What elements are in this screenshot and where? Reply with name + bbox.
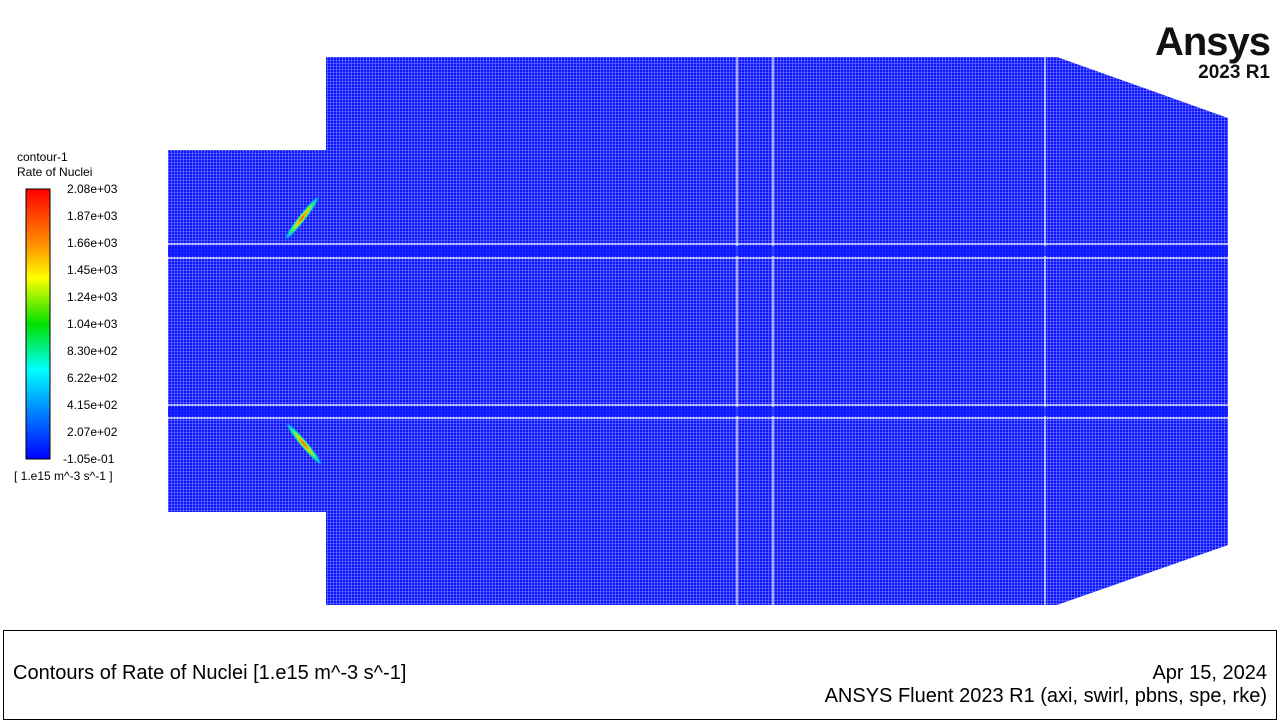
ansys-logo: Ansys 2023 R1 bbox=[1154, 20, 1271, 84]
colorbar-tick-label: -1.05e-01 bbox=[63, 452, 115, 466]
colorbar-tick-label: 6.22e+02 bbox=[67, 371, 118, 385]
logo-brand: Ansys bbox=[1154, 20, 1271, 64]
colorbar-tick-label: 2.08e+03 bbox=[67, 182, 118, 196]
colorbar-tick-label: 1.45e+03 bbox=[67, 263, 118, 277]
solver-info: ANSYS Fluent 2023 R1 (axi, swirl, pbns, … bbox=[824, 685, 1267, 707]
nucleation-hotspot-lower bbox=[284, 420, 324, 468]
inlet-zone bbox=[168, 150, 326, 512]
colorbar bbox=[25, 188, 51, 460]
mesh-refinement-lines bbox=[168, 57, 1228, 605]
colorbar-tick-label: 8.30e+02 bbox=[67, 344, 118, 358]
title-block: Contours of Rate of Nuclei [1.e15 m^-3 s… bbox=[3, 630, 1277, 720]
plot-date: Apr 15, 2024 bbox=[1152, 662, 1267, 684]
logo-version: 2023 R1 bbox=[1198, 62, 1270, 83]
legend-name: contour-1 bbox=[17, 150, 68, 164]
legend-units: [ 1.e15 m^-3 s^-1 ] bbox=[14, 469, 113, 483]
contour-plot[interactable] bbox=[0, 0, 1280, 620]
colorbar-tick-label: 1.66e+03 bbox=[67, 236, 118, 250]
colorbar-tick-label: 2.07e+02 bbox=[67, 425, 118, 439]
plot-title: Contours of Rate of Nuclei [1.e15 m^-3 s… bbox=[13, 662, 407, 684]
nucleation-hotspot-upper bbox=[283, 194, 321, 242]
colorbar-tick-label: 1.87e+03 bbox=[67, 209, 118, 223]
legend-variable: Rate of Nuclei bbox=[17, 165, 93, 179]
mesh-domain bbox=[168, 57, 1228, 605]
colorbar-tick-label: 1.04e+03 bbox=[67, 317, 118, 331]
graphics-viewport[interactable]: contour-1 Rate of Nuclei 2.08e+03 1.87e+0… bbox=[0, 0, 1280, 620]
chamber-zone bbox=[326, 57, 1057, 605]
colorbar-tick-label: 4.15e+02 bbox=[67, 398, 118, 412]
colorbar-tick-label: 1.24e+03 bbox=[67, 290, 118, 304]
outlet-taper-zone bbox=[1057, 57, 1228, 605]
